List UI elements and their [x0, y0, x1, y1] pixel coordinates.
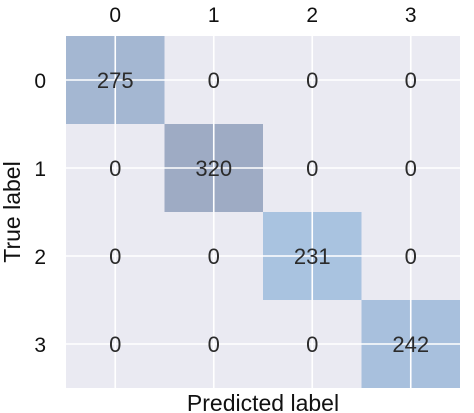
x-tick-label-0: 0: [109, 4, 121, 27]
y-axis-label: True label: [0, 161, 25, 262]
cell-value-r2-c3: 0: [405, 244, 417, 269]
cell-value-r3-c2: 0: [306, 332, 318, 357]
x-tick-label-3: 3: [405, 4, 417, 27]
cell-value-r2-c2: 231: [294, 244, 331, 269]
cell-value-r1-c3: 0: [405, 156, 417, 181]
cell-value-r2-c1: 0: [208, 244, 220, 269]
cell-value-r0-c1: 0: [208, 68, 220, 93]
y-tick-label-1: 1: [34, 158, 46, 181]
x-tick-label-2: 2: [306, 4, 318, 27]
cell-value-r3-c3: 242: [392, 332, 429, 357]
cell-value-r2-c0: 0: [109, 244, 121, 269]
y-tick-label-3: 3: [34, 334, 46, 357]
x-tick-label-1: 1: [208, 4, 220, 27]
y-tick-label-2: 2: [34, 246, 46, 269]
cell-value-r1-c1: 320: [195, 156, 232, 181]
cell-value-r0-c0: 275: [97, 68, 134, 93]
cell-value-r3-c1: 0: [208, 332, 220, 357]
cell-value-r1-c0: 0: [109, 156, 121, 181]
cell-value-r0-c2: 0: [306, 68, 318, 93]
x-axis-label: Predicted label: [187, 390, 339, 413]
cell-value-r1-c2: 0: [306, 156, 318, 181]
cell-value-r3-c0: 0: [109, 332, 121, 357]
y-tick-label-0: 0: [34, 70, 46, 93]
cell-value-r0-c3: 0: [405, 68, 417, 93]
